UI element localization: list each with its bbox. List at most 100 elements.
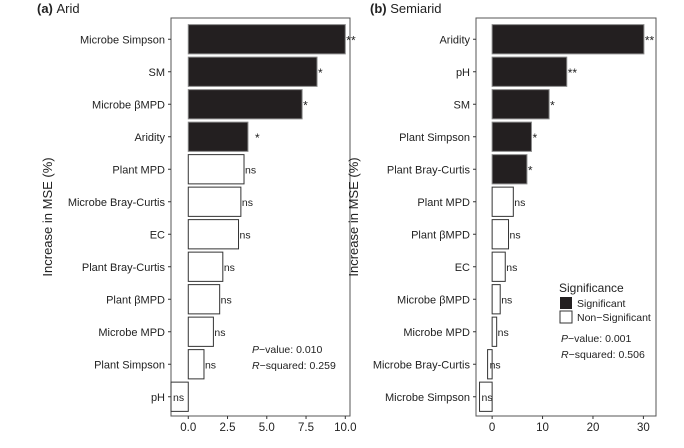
significance-label: ns (205, 359, 216, 371)
significance-label: ns (490, 359, 501, 371)
x-tick-label: 5.0 (259, 422, 275, 434)
significance-label: ns (501, 294, 512, 306)
bar (187, 154, 245, 185)
bar (491, 154, 528, 185)
category-label: Plant Bray-Curtis (387, 164, 471, 176)
category-label: Microbe MPD (98, 327, 165, 339)
bar (187, 251, 224, 282)
bar (187, 284, 221, 315)
significance-label: ns (221, 294, 232, 306)
significance-label: * (318, 66, 323, 80)
x-tick-label: 10 (536, 422, 549, 434)
panel-title: (a) Arid (37, 1, 80, 16)
significance-label: ns (482, 392, 493, 404)
category-label: Plant Simpson (94, 359, 165, 371)
significance-label: * (528, 163, 533, 177)
category-label: Plant βMPD (411, 229, 470, 241)
significance-label: ** (568, 66, 578, 80)
category-label: SM (149, 67, 166, 79)
significance-label: ns (498, 327, 509, 339)
r-squared-text: R−squared: 0.506 (561, 349, 645, 361)
plot-frame (475, 17, 657, 417)
legend-label: Significant (577, 298, 626, 310)
category-label: Microbe Bray-Curtis (373, 359, 471, 371)
bar (187, 316, 214, 347)
significance-label: ** (346, 33, 356, 47)
significance-label: ns (240, 229, 251, 241)
category-label: Plant βMPD (106, 294, 165, 306)
category-label: pH (456, 67, 470, 79)
p-value-text: P−value: 0.010 (252, 344, 323, 356)
legend-title: Significance (559, 281, 624, 295)
category-label: Plant Simpson (399, 132, 470, 144)
significance-label: ns (514, 197, 525, 209)
bar (187, 121, 249, 152)
significance-label: ns (510, 229, 521, 241)
significance-label: * (550, 98, 555, 112)
bar (187, 219, 240, 250)
legend-swatch-significant (560, 297, 572, 309)
bar (491, 121, 532, 152)
category-label: Plant MPD (112, 164, 165, 176)
category-label: SM (454, 99, 471, 111)
bar (491, 251, 506, 282)
bar (491, 186, 514, 217)
x-tick-label: 0.0 (180, 422, 196, 434)
category-label: Microbe Simpson (80, 34, 165, 46)
x-tick-label: 20 (587, 422, 600, 434)
panel-title: (b) Semiarid (370, 1, 442, 16)
y-axis-label: Increase in MSE (%) (346, 157, 361, 276)
panel-a: (a) Arid Increase in MSE (%) Microbe Simps… (37, 1, 356, 434)
bar (187, 56, 318, 87)
legend-label: Non−Significant (577, 312, 651, 324)
legend-swatch-non-significant (559, 310, 573, 324)
significance-label: * (255, 131, 260, 145)
legend: Significance Significant Non−Significant (559, 281, 651, 324)
significance-label: * (532, 131, 537, 145)
category-label: Microbe MPD (403, 327, 470, 339)
category-label: Microbe Simpson (385, 392, 470, 404)
bar (187, 349, 205, 380)
significance-label: ns (224, 262, 235, 274)
significance-label: ns (245, 164, 256, 176)
x-tick-label: 2.5 (220, 422, 236, 434)
plot-frame (170, 17, 351, 417)
category-label: Plant MPD (417, 197, 470, 209)
bar (491, 284, 501, 315)
category-label: EC (455, 262, 470, 274)
category-label: Aridity (439, 34, 470, 46)
bar (491, 316, 498, 347)
category-label: Aridity (134, 132, 165, 144)
category-label: EC (150, 229, 165, 241)
y-axis-label: Increase in MSE (%) (40, 157, 55, 276)
bar (187, 89, 303, 120)
x-tick-label: 30 (637, 422, 650, 434)
significance-label: ns (173, 392, 184, 404)
significance-label: ns (214, 327, 225, 339)
p-value-text: P−value: 0.001 (561, 333, 632, 345)
category-label: Microbe βMPD (397, 294, 470, 306)
category-label: Microbe Bray-Curtis (68, 197, 166, 209)
bar (491, 24, 645, 55)
r-squared-text: R−squared: 0.259 (252, 360, 336, 372)
x-tick-label: 10.0 (334, 422, 356, 434)
bar (491, 89, 550, 120)
significance-label: * (303, 98, 308, 112)
significance-label: ns (242, 197, 253, 209)
significance-label: ns (506, 262, 517, 274)
x-tick-label: 0 (489, 422, 495, 434)
bar (491, 56, 568, 87)
category-label: pH (151, 392, 165, 404)
bar (187, 24, 346, 55)
bar (187, 186, 242, 217)
bar (479, 381, 493, 412)
category-label: Plant Bray-Curtis (82, 262, 166, 274)
category-label: Microbe βMPD (92, 99, 165, 111)
bar (487, 349, 493, 380)
significance-label: ** (645, 33, 655, 47)
x-tick-label: 7.5 (298, 422, 314, 434)
bar (491, 219, 510, 250)
